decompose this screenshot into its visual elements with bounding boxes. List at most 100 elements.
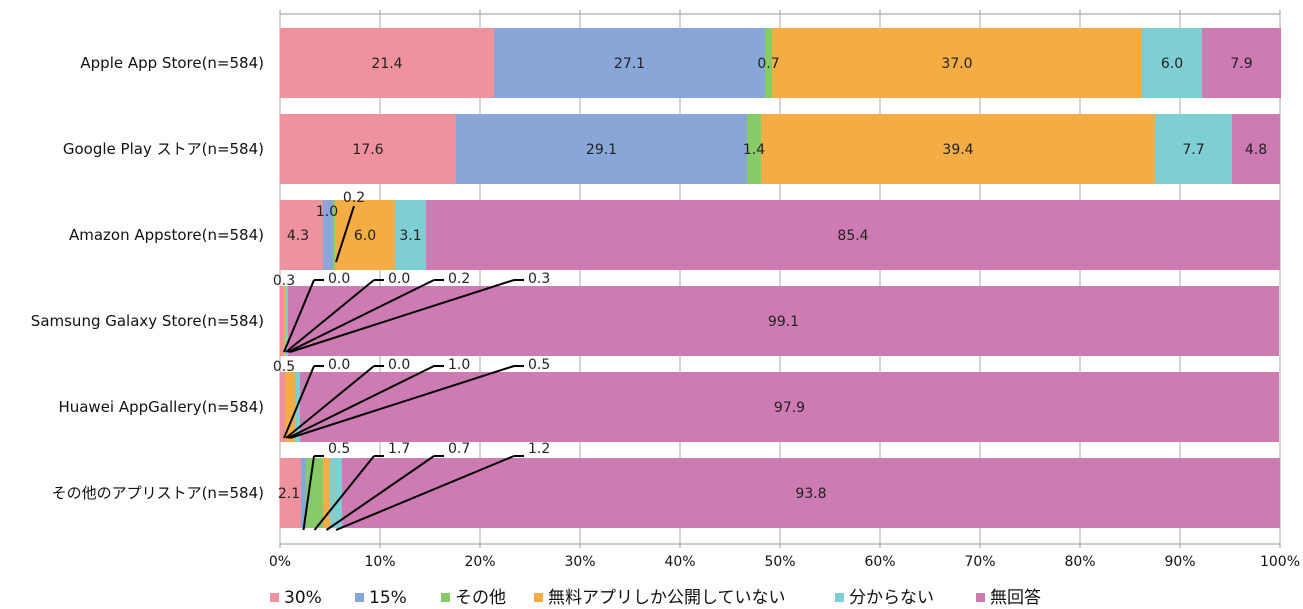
x-tick-label: 90%	[1164, 554, 1195, 570]
bar-segment	[1142, 28, 1202, 98]
leader-line	[287, 365, 435, 439]
bar-segment	[426, 200, 1280, 270]
bar-segment	[456, 114, 747, 184]
category-label: Amazon Appstore(n=584)	[69, 226, 264, 244]
legend: 30% 15% その他 無料アプリしか公開していない 分からない 無回答	[270, 588, 1041, 608]
bar-segment	[283, 286, 285, 356]
category-label: Huawei AppGallery(n=584)	[58, 398, 264, 416]
data-label: 4.8	[1245, 142, 1267, 158]
legend-swatch	[835, 593, 844, 602]
data-label: 21.4	[371, 56, 402, 72]
data-label: 0.0	[328, 357, 350, 373]
x-tick-label: 70%	[964, 554, 995, 570]
data-label: 27.1	[614, 56, 645, 72]
data-label: 1.7	[388, 441, 410, 457]
data-label: 7.9	[1230, 56, 1252, 72]
leader-line	[335, 205, 355, 263]
bar-segment	[761, 114, 1155, 184]
data-label: 1.4	[743, 142, 765, 158]
category-label: Apple App Store(n=584)	[80, 54, 264, 72]
leader-line	[325, 455, 435, 531]
bar-segment	[288, 286, 1279, 356]
x-tick-label: 30%	[564, 554, 595, 570]
leader-line	[287, 279, 435, 353]
bar-segment	[1155, 114, 1232, 184]
leader-line	[283, 279, 315, 353]
bar-segment	[285, 286, 288, 356]
x-tick-label: 50%	[764, 554, 795, 570]
bar-segment	[333, 200, 335, 270]
leader-line	[302, 455, 315, 531]
data-label: 0.3	[273, 273, 295, 289]
x-axis: 0% 10% 20% 30% 40% 50% 60% 70% 80% 90% 100%	[269, 10, 1300, 570]
bar-segment	[323, 458, 330, 528]
data-label: 1.2	[528, 441, 550, 457]
data-label: 85.4	[837, 228, 868, 244]
data-label: 2.1	[278, 486, 300, 502]
x-tick-label: 20%	[464, 554, 495, 570]
data-label: 37.0	[941, 56, 972, 72]
leader-line	[283, 365, 315, 439]
bar-segment	[772, 28, 1142, 98]
x-tick-label: 0%	[269, 554, 291, 570]
bar-segment	[285, 372, 295, 442]
data-label: 0.2	[448, 271, 470, 287]
bar-segment	[1232, 114, 1280, 184]
bar-segment	[280, 200, 323, 270]
bar-segment	[747, 114, 761, 184]
data-label: 7.7	[1182, 142, 1204, 158]
data-label: 0.0	[388, 357, 410, 373]
category-label: Samsung Galaxy Store(n=584)	[31, 312, 264, 330]
data-label: 97.9	[774, 400, 805, 416]
legend-label: 無回答	[990, 588, 1041, 608]
data-label: 1.0	[448, 357, 470, 373]
data-label: 93.8	[795, 486, 826, 502]
bar-segment	[280, 28, 494, 98]
legend-label: 分からない	[849, 588, 934, 608]
data-label: 0.7	[757, 56, 779, 72]
legend-swatch	[355, 593, 364, 602]
bar-segment	[765, 28, 772, 98]
data-label: 17.6	[352, 142, 383, 158]
bar-segment	[280, 458, 301, 528]
value-labels: 21.4 27.1 0.7 37.0 6.0 7.9 17.6 29.1 1.4 39.4 7.7 4…	[273, 56, 1267, 502]
data-label: 0.5	[528, 357, 550, 373]
data-label: 1.0	[316, 204, 338, 220]
leader-line	[289, 365, 515, 439]
legend-swatch	[534, 593, 543, 602]
data-label: 0.2	[343, 190, 365, 206]
bar-segment	[1202, 28, 1281, 98]
data-label: 29.1	[586, 142, 617, 158]
bar-segment	[330, 458, 342, 528]
data-label: 6.0	[1161, 56, 1183, 72]
legend-swatch	[441, 593, 450, 602]
data-label: 4.3	[287, 228, 309, 244]
bar-segment	[323, 200, 333, 270]
data-label: 6.0	[354, 228, 376, 244]
x-tick-label: 100%	[1260, 554, 1300, 570]
category-labels: Apple App Store(n=584) Google Play ストア(n=…	[31, 54, 264, 502]
legend-swatch	[976, 593, 985, 602]
x-tick-label: 10%	[364, 554, 395, 570]
data-label: 0.5	[273, 359, 295, 375]
x-tick-label: 40%	[664, 554, 695, 570]
bar-segment	[301, 458, 306, 528]
legend-label: 30%	[284, 588, 322, 608]
leader-line	[285, 279, 375, 353]
data-label: 3.1	[399, 228, 421, 244]
data-label: 0.0	[328, 271, 350, 287]
x-tick-label: 80%	[1064, 554, 1095, 570]
bars	[280, 28, 1281, 528]
data-label: 0.0	[388, 271, 410, 287]
data-label: 99.1	[768, 314, 799, 330]
data-label: 39.4	[942, 142, 973, 158]
data-label: 0.5	[328, 441, 350, 457]
category-label: その他のアプリストア(n=584)	[52, 484, 264, 502]
legend-label: その他	[455, 588, 506, 608]
bar-segment	[280, 114, 456, 184]
leader-line	[313, 455, 375, 531]
data-label: 0.7	[448, 441, 470, 457]
bar-segment	[300, 372, 1279, 442]
x-tick-label: 60%	[864, 554, 895, 570]
